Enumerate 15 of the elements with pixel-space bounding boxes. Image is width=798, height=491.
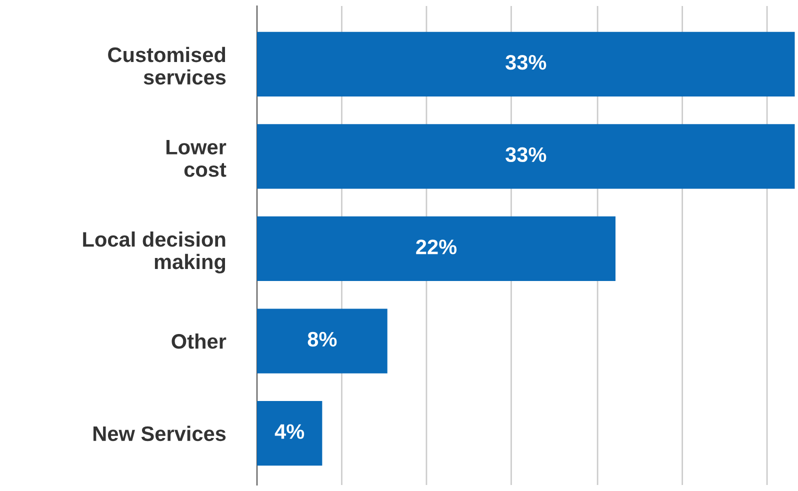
bar [257, 308, 388, 374]
data-label: 33% [506, 147, 546, 162]
data-label: 4% [274, 424, 304, 439]
data-label: 8% [308, 332, 337, 347]
data-label: 22% [416, 240, 457, 254]
y-tick-label: Local decision making [83, 231, 226, 274]
y-tick-label: New Services [93, 426, 226, 442]
bar [257, 216, 616, 282]
bar [257, 32, 795, 96]
y-tick-label: Customised services [108, 46, 226, 85]
bar [257, 124, 795, 189]
y-tick-label: Lower cost [166, 140, 226, 177]
y-tick-label: Other [172, 333, 226, 349]
bar [257, 401, 322, 466]
data-label: 33% [506, 54, 546, 70]
